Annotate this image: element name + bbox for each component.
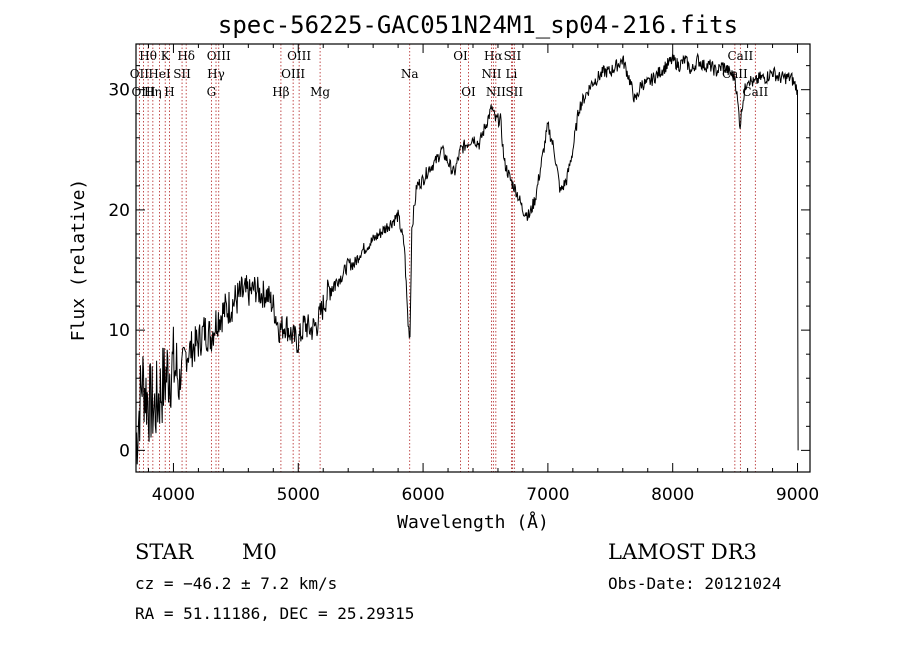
- line-label-25: NII: [486, 85, 506, 99]
- line-label-26: SII: [505, 85, 523, 99]
- line-label-0: Hθ: [139, 49, 157, 63]
- observation-date: Obs-Date: 20121024: [608, 574, 782, 593]
- plot-frame: [135, 43, 811, 473]
- y-tick-label-0: 0: [119, 441, 130, 461]
- line-label-27: CaII: [742, 85, 768, 99]
- line-label-7: SII: [504, 49, 522, 63]
- line-label-5: OI: [453, 49, 468, 63]
- line-label-10: HeI: [148, 67, 171, 81]
- line-label-21: Hβ: [272, 85, 289, 99]
- line-label-1: K: [161, 49, 171, 63]
- chart-title: spec-56225-GAC051N24M1_sp04-216.fits: [218, 11, 738, 39]
- survey-name: LAMOST DR3: [608, 540, 757, 564]
- line-label-3: OIII: [207, 49, 231, 63]
- x-tick-label-0: 4000: [152, 485, 195, 505]
- line-label-17: Hη: [144, 85, 162, 99]
- x-tick-label-4: 8000: [651, 485, 694, 505]
- line-label-20: G: [207, 85, 217, 99]
- x-tick-label-3: 7000: [526, 485, 569, 505]
- coordinates: RA = 51.11186, DEC = 25.29315: [135, 604, 415, 623]
- y-axis-label: Flux (relative): [68, 179, 89, 342]
- line-label-6: Hα: [484, 49, 503, 63]
- line-label-12: Hγ: [207, 67, 225, 81]
- line-label-19: H: [164, 85, 174, 99]
- redshift-velocity: cz = −46.2 ± 7.2 km/s: [135, 574, 338, 593]
- object-subclass: M0: [242, 540, 277, 564]
- y-tick-label-2: 20: [108, 201, 130, 221]
- x-tick-label-5: 9000: [776, 485, 819, 505]
- x-tick-label-1: 5000: [277, 485, 320, 505]
- line-label-11: SII: [173, 67, 191, 81]
- object-class: STAR: [135, 540, 194, 564]
- line-label-24: OI: [461, 85, 476, 99]
- x-axis-label: Wavelength (Å): [397, 511, 549, 533]
- line-label-15: Li: [506, 67, 518, 81]
- y-axis: 0 10 20 30: [108, 65, 810, 461]
- spectrum-line: [135, 52, 799, 465]
- y-tick-label-1: 10: [108, 321, 130, 341]
- line-label-18: OIII: [131, 85, 155, 99]
- x-tick-label-2: 6000: [401, 485, 444, 505]
- line-label-14: NII: [481, 67, 501, 81]
- line-label-23: Na: [401, 67, 419, 81]
- line-label-13: OIII: [281, 67, 305, 81]
- line-label-22: Mg: [310, 85, 330, 99]
- y-tick-label-3: 30: [108, 81, 130, 101]
- line-label-9: OII: [130, 67, 150, 81]
- line-label-2: Hδ: [177, 49, 195, 63]
- x-axis: 4000 5000 6000 7000 8000 9000: [147, 44, 819, 505]
- line-label-4: OIII: [287, 49, 311, 63]
- line-label-8: CaII: [727, 49, 753, 63]
